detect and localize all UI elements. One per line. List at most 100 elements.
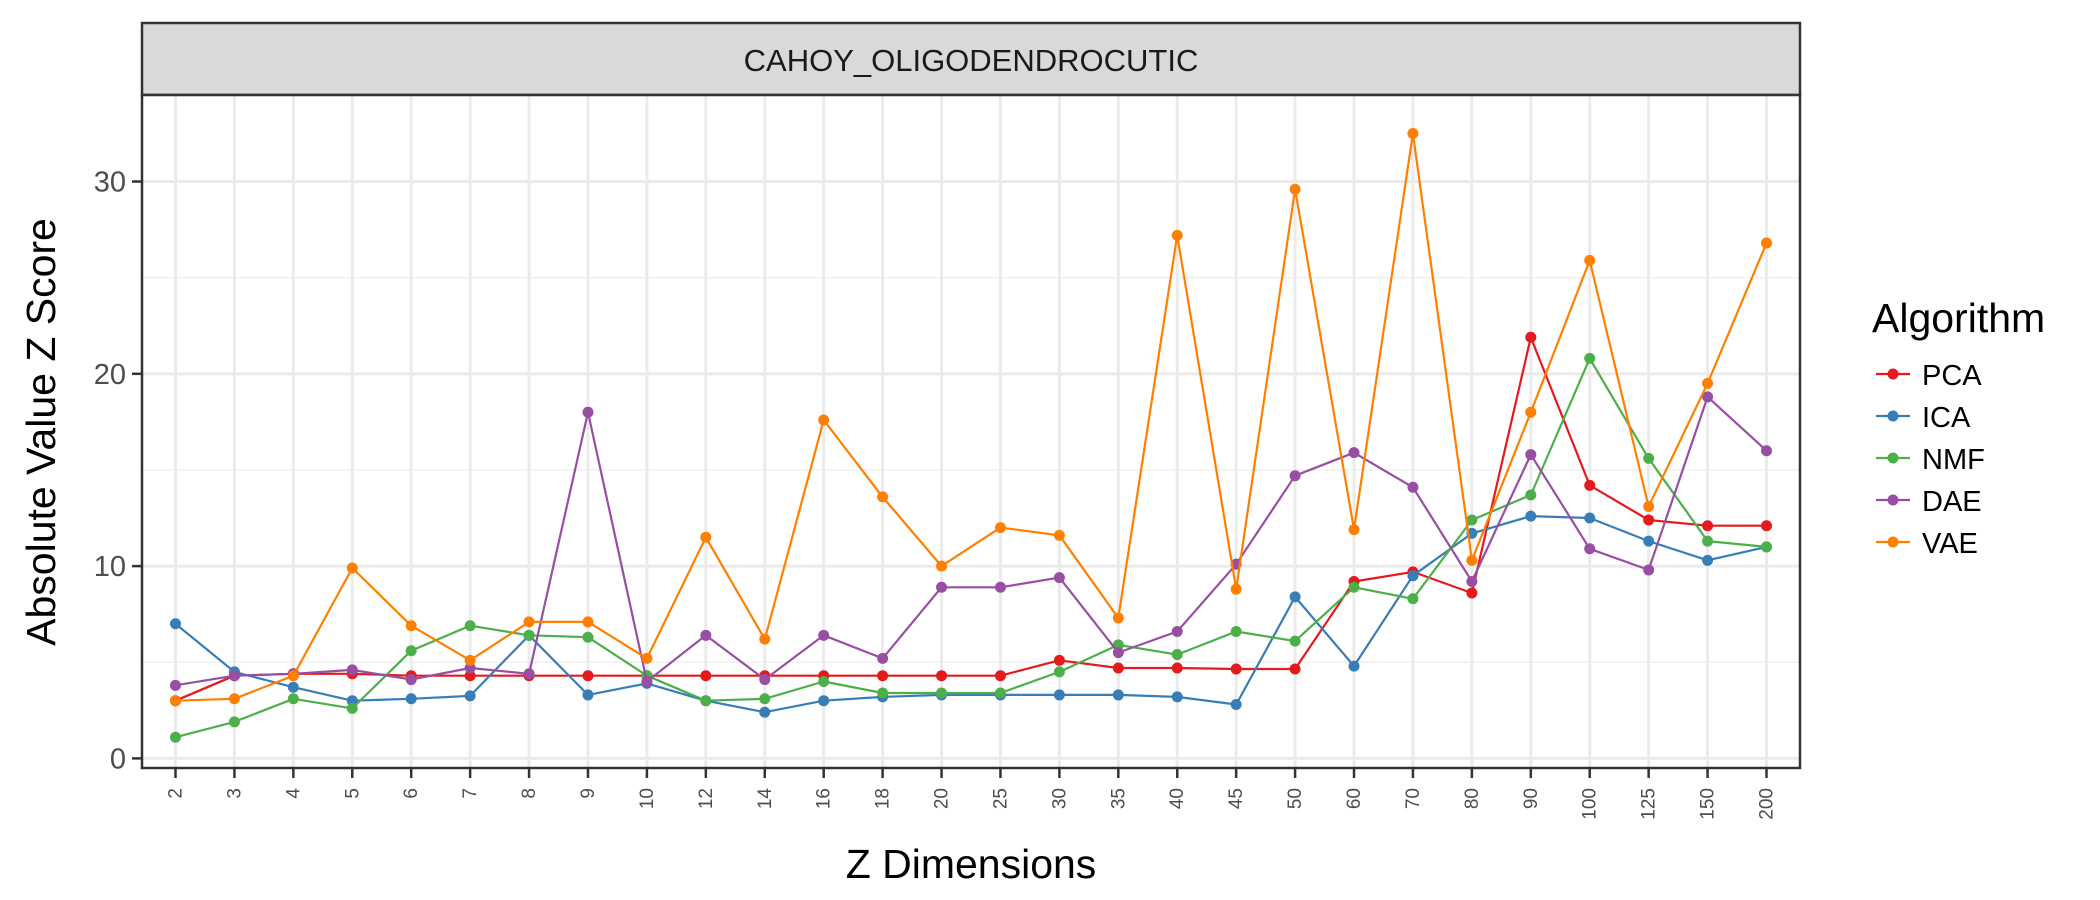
vae-point-80 xyxy=(1466,554,1478,566)
ica-point-45 xyxy=(1230,699,1242,711)
nmf-point-16 xyxy=(818,675,830,687)
dae-point-6 xyxy=(405,674,417,686)
x-tick-label-2: 2 xyxy=(166,788,187,799)
dae-point-18 xyxy=(877,652,889,664)
x-tick-label-10: 10 xyxy=(637,788,658,809)
legend-point-vae xyxy=(1887,536,1899,548)
x-tick-label-16: 16 xyxy=(814,788,835,809)
dae-point-3 xyxy=(228,670,240,682)
x-tick-label-200: 200 xyxy=(1757,788,1778,820)
vae-point-4 xyxy=(287,670,299,682)
x-tick-label-125: 125 xyxy=(1639,788,1660,820)
vae-point-5 xyxy=(346,562,358,574)
x-tick-label-6: 6 xyxy=(401,788,422,799)
x-tick-label-12: 12 xyxy=(696,788,717,809)
grid-lines xyxy=(142,95,1800,768)
nmf-point-14 xyxy=(759,693,771,705)
vae-point-125 xyxy=(1643,500,1655,512)
dae-point-25 xyxy=(994,581,1006,593)
x-tick-label-45: 45 xyxy=(1226,788,1247,809)
x-axis-title: Z Dimensions xyxy=(846,841,1097,887)
vae-point-14 xyxy=(759,633,771,645)
y-axis: 0 10 20 30 xyxy=(94,167,142,775)
legend-item-ica: ICA xyxy=(1876,402,1971,434)
nmf-point-100 xyxy=(1584,352,1596,364)
pca-point-100 xyxy=(1584,479,1596,491)
pca-point-40 xyxy=(1171,662,1183,674)
nmf-point-80 xyxy=(1466,514,1478,526)
dae-point-30 xyxy=(1053,572,1065,584)
ica-point-35 xyxy=(1112,689,1124,701)
ica-point-150 xyxy=(1702,554,1714,566)
pca-point-200 xyxy=(1761,520,1772,532)
nmf-point-5 xyxy=(346,702,358,714)
plot-panel xyxy=(142,95,1800,768)
pca-point-35 xyxy=(1112,662,1124,674)
ica-point-125 xyxy=(1643,535,1655,547)
x-tick-label-50: 50 xyxy=(1285,788,1306,809)
dae-point-10 xyxy=(641,675,653,687)
pca-point-12 xyxy=(700,670,712,682)
dae-point-5 xyxy=(346,664,358,676)
nmf-line xyxy=(175,357,1767,739)
ica-point-2 xyxy=(170,618,181,630)
dae-point-80 xyxy=(1466,575,1478,587)
vae-point-100 xyxy=(1584,254,1596,266)
y-tick-label-30: 30 xyxy=(94,167,126,199)
series-layer xyxy=(170,127,1772,743)
pca-point-150 xyxy=(1702,520,1714,532)
ica-point-90 xyxy=(1525,510,1537,522)
dae-point-9 xyxy=(582,406,594,418)
vae-point-90 xyxy=(1525,406,1537,418)
x-tick-label-25: 25 xyxy=(990,788,1011,809)
series-dae xyxy=(170,391,1772,691)
nmf-point-60 xyxy=(1348,581,1360,593)
nmf-point-70 xyxy=(1407,593,1419,605)
vae-point-200 xyxy=(1761,237,1772,249)
vae-point-10 xyxy=(641,652,653,664)
vae-point-3 xyxy=(228,693,240,705)
ica-point-16 xyxy=(818,695,830,707)
dae-point-200 xyxy=(1761,445,1772,457)
dae-point-100 xyxy=(1584,543,1596,555)
ica-line xyxy=(174,514,1767,714)
nmf-point-6 xyxy=(405,645,417,657)
x-tick-label-7: 7 xyxy=(460,788,481,799)
ica-point-30 xyxy=(1053,689,1065,701)
x-tick-label-40: 40 xyxy=(1167,788,1188,809)
nmf-point-40 xyxy=(1171,649,1183,661)
x-tick-label-70: 70 xyxy=(1403,788,1424,809)
vae-point-7 xyxy=(464,654,476,666)
x-tick-label-90: 90 xyxy=(1521,788,1542,809)
pca-point-30 xyxy=(1053,654,1065,666)
x-tick-label-35: 35 xyxy=(1108,788,1129,809)
dae-point-2 xyxy=(170,679,181,691)
dae-point-60 xyxy=(1348,447,1360,459)
y-axis-title: Absolute Value Z Score xyxy=(18,218,64,646)
x-tick-label-9: 9 xyxy=(578,788,599,799)
vae-point-2 xyxy=(170,695,181,707)
nmf-point-2 xyxy=(170,731,181,743)
vae-point-30 xyxy=(1053,529,1065,541)
legend-label-dae: DAE xyxy=(1922,486,1982,518)
pca-point-20 xyxy=(936,670,948,682)
vae-point-12 xyxy=(700,531,712,543)
vae-line xyxy=(175,132,1768,702)
legend-item-pca: PCA xyxy=(1876,360,1982,392)
x-tick-label-30: 30 xyxy=(1049,788,1070,809)
dae-point-35 xyxy=(1112,647,1124,659)
pca-point-45 xyxy=(1230,663,1242,675)
vae-point-40 xyxy=(1171,229,1183,241)
y-tick-label-20: 20 xyxy=(94,359,126,391)
dae-point-50 xyxy=(1289,470,1301,482)
vae-point-8 xyxy=(523,616,535,628)
ica-point-4 xyxy=(287,681,299,693)
x-tick-label-18: 18 xyxy=(873,788,894,809)
pca-point-9 xyxy=(582,670,594,682)
x-tick-label-60: 60 xyxy=(1344,788,1365,809)
legend-label-pca: PCA xyxy=(1922,360,1982,392)
ica-point-14 xyxy=(759,706,771,718)
x-axis: 2 3 4 5 6 7 8 9 10 12 14 16 18 20 25 30 35 40 45 50 60 70 80 90… xyxy=(166,768,1778,820)
ica-point-60 xyxy=(1348,660,1360,672)
dae-point-40 xyxy=(1171,625,1183,637)
